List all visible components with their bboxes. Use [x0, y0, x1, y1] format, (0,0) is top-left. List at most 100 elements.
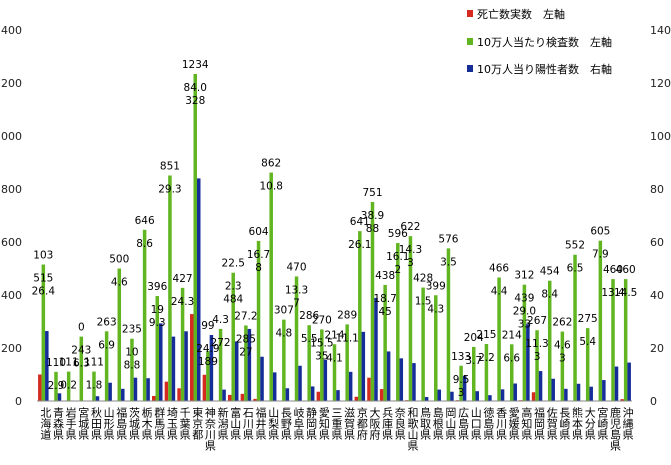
bar-tests	[396, 243, 400, 401]
bar-tests	[522, 284, 527, 401]
bar-tests	[509, 344, 514, 401]
bar-positives	[146, 378, 150, 401]
bar-tests	[155, 296, 160, 401]
data-label: 3	[534, 351, 541, 363]
category-label: 群馬県	[153, 406, 166, 441]
y-left-tick-label: 600	[1, 236, 22, 249]
bar-positives	[488, 395, 492, 401]
category-label: 宮城県	[77, 406, 90, 441]
bar-positives	[336, 390, 340, 401]
data-label: 35	[315, 350, 328, 362]
bar-tests	[130, 338, 134, 401]
category-label: 広島県	[457, 407, 470, 441]
data-label: 14.3	[399, 244, 422, 256]
data-label: 427	[173, 273, 193, 285]
bar-tests	[421, 287, 425, 401]
bar-positives	[412, 363, 416, 401]
data-label: 3.5	[440, 256, 457, 268]
category-label: 島根県	[431, 406, 444, 441]
bar-deaths	[240, 393, 245, 401]
data-label: 4.1	[326, 352, 343, 364]
data-label: 204	[464, 332, 484, 344]
bar-deaths	[354, 396, 359, 401]
data-label: 19	[151, 304, 164, 316]
data-label: 428	[413, 273, 433, 285]
bar-tests	[117, 268, 122, 401]
bar-positives	[627, 362, 631, 401]
bar-tests	[269, 172, 273, 401]
data-label: 500	[109, 254, 129, 266]
data-label: 0.2	[60, 380, 77, 392]
category-label: 山梨県	[267, 407, 280, 441]
data-label: 5.4	[579, 336, 596, 348]
bar-positives	[260, 356, 264, 401]
data-label: 576	[438, 233, 458, 245]
data-label: 22.5	[222, 258, 245, 270]
bar-positives	[298, 365, 302, 401]
bar-tests	[383, 284, 387, 401]
y-right-tick-label: 20	[650, 342, 664, 355]
y-right-tick-label: 120	[650, 77, 671, 90]
bar-positives	[538, 371, 543, 401]
y-left-tick-label: 0	[15, 395, 22, 408]
bar-deaths	[531, 392, 536, 401]
data-label: 29.0	[513, 306, 536, 318]
bar-tests	[547, 280, 552, 401]
data-label: 439	[514, 293, 534, 305]
bar-positives	[57, 393, 62, 401]
data-label: 8	[255, 262, 262, 274]
data-label: 460	[603, 264, 623, 276]
bar-positives	[133, 377, 138, 401]
bar-positives	[462, 375, 467, 401]
y-left-tick-label: 800	[1, 183, 22, 196]
data-label: 214	[324, 329, 344, 341]
category-label: 大分県	[583, 406, 596, 441]
bar-deaths	[620, 399, 624, 401]
data-label: 328	[185, 95, 205, 107]
data-label: 2.9	[48, 380, 65, 392]
data-label: 862	[261, 158, 281, 170]
data-label: 13.4	[601, 287, 625, 299]
category-label: 兵庫県	[381, 407, 394, 441]
category-label: 青森県	[51, 407, 64, 441]
data-label: 15.5	[310, 337, 333, 349]
bar-positives	[310, 386, 315, 401]
data-label: 26.1	[348, 239, 371, 251]
category-label: 徳島県	[482, 407, 495, 441]
data-label: 3	[407, 257, 414, 269]
data-label: 641	[350, 216, 370, 228]
bar-positives	[209, 335, 214, 401]
category-label: 岐阜県	[292, 407, 305, 441]
bar-positives	[171, 336, 176, 401]
bar-positives	[159, 323, 163, 401]
category-label: 熊本県	[571, 406, 584, 441]
data-label: 214	[502, 329, 522, 341]
data-label: 4.3	[427, 303, 444, 315]
bar-positives	[475, 391, 480, 401]
y-axis-right: 0 20 40 60 80 100 120 140	[650, 24, 671, 408]
legend-label: 10万人当たり検査数 左軸	[477, 35, 612, 49]
bar-deaths	[189, 314, 194, 401]
data-label: 6.3	[73, 358, 90, 370]
data-label: 103	[33, 250, 53, 262]
bar-tests	[345, 324, 349, 401]
category-label: 富山県	[229, 406, 242, 441]
category-label: 静岡県	[305, 406, 318, 441]
bar-positives	[121, 388, 125, 401]
data-label: 111	[84, 357, 104, 369]
data-label: 275	[578, 313, 598, 325]
data-label: 2.2	[478, 352, 495, 364]
data-label: 851	[160, 160, 180, 172]
y-right-tick-label: 80	[650, 183, 664, 196]
bar-tests	[244, 325, 248, 401]
data-label: 4.6	[554, 340, 571, 352]
data-label: 466	[489, 263, 509, 275]
data-label: 16.7	[247, 249, 270, 261]
bar-positives	[348, 371, 353, 401]
bar-positives	[399, 358, 404, 401]
data-label: 4.8	[276, 328, 293, 340]
bar-tests	[231, 272, 235, 401]
bar-positives	[247, 328, 252, 401]
bar-tests	[358, 231, 362, 401]
